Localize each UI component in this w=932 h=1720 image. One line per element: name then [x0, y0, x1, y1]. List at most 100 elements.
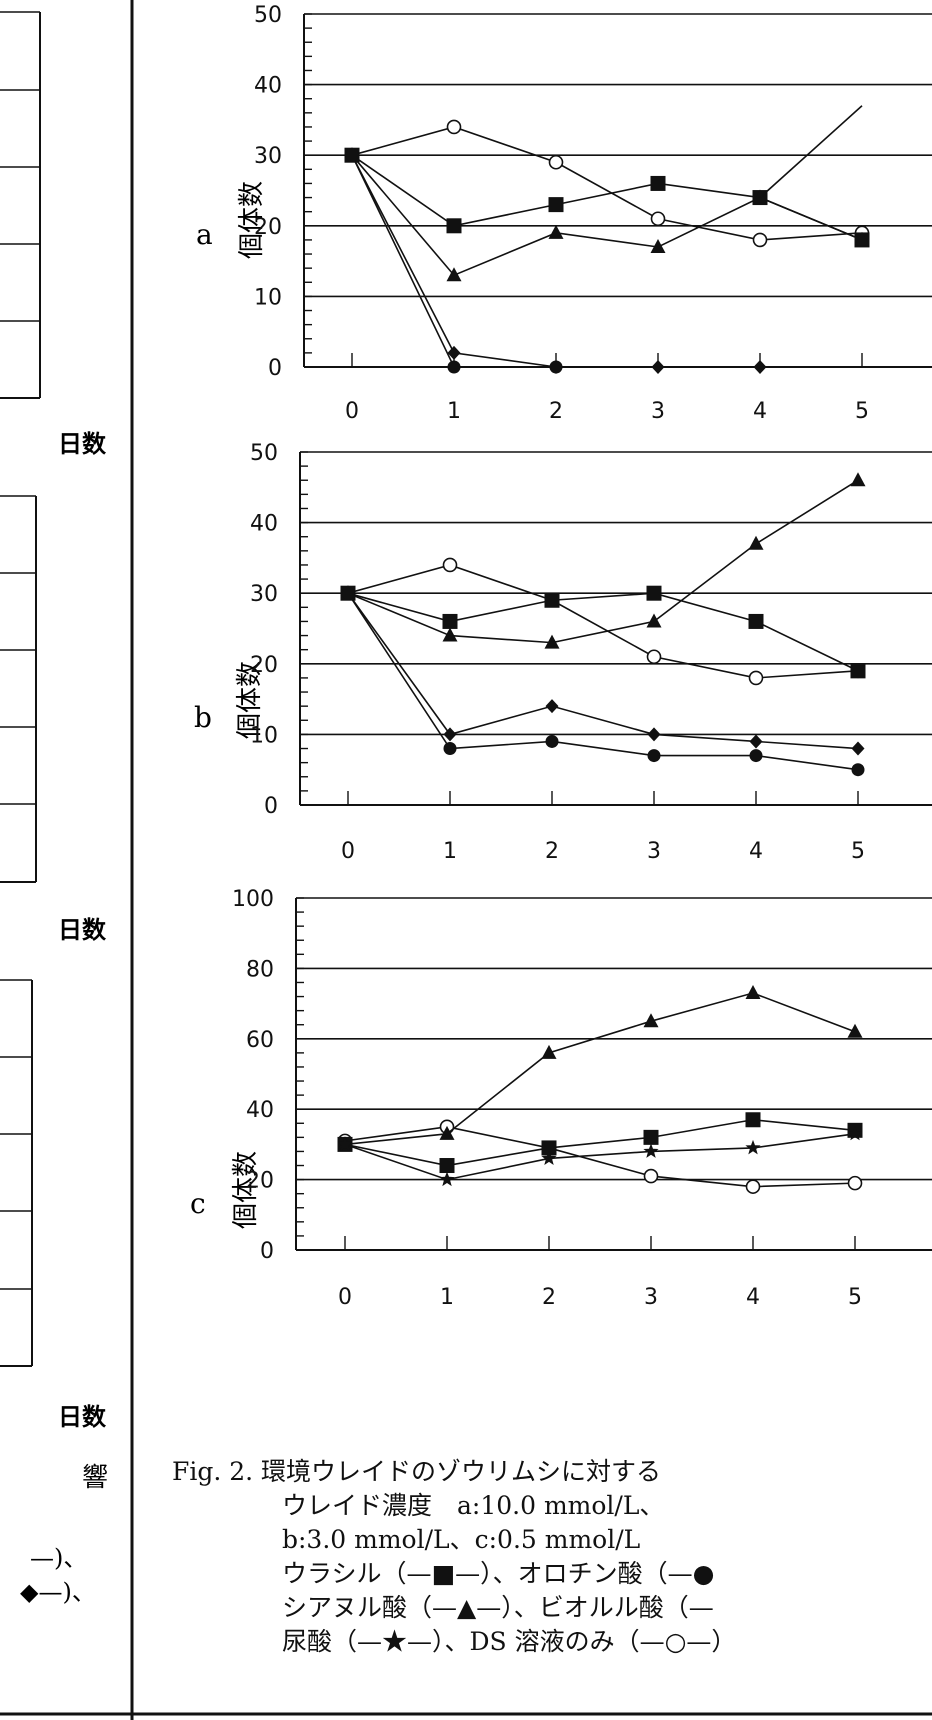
series-line	[351, 154, 863, 241]
data-point	[545, 699, 559, 714]
caption-line-3: b:3.0 mmol/L、c:0.5 mmol/L	[282, 1525, 641, 1554]
ylabel-b: 個体数	[235, 661, 265, 739]
series-circle-open	[344, 119, 870, 248]
x-tick-label: 0	[338, 1285, 352, 1310]
left-text-hibiki: 響	[82, 1463, 108, 1493]
data-point	[650, 211, 666, 227]
y-tick-label: 20	[254, 215, 282, 240]
data-point	[647, 749, 661, 763]
caption-line-4: ウラシル（—■—）、オロチン酸（—●	[282, 1559, 715, 1588]
data-point	[443, 727, 457, 742]
data-point	[446, 267, 462, 282]
data-point	[847, 1175, 863, 1191]
data-point	[745, 1179, 761, 1194]
data-point	[650, 238, 666, 253]
left-text-line2: ◆—)、	[20, 1578, 96, 1606]
series-triangle	[337, 985, 863, 1151]
caption-line-6: 尿酸（—★—）、DS 溶液のみ（—○—）	[282, 1627, 737, 1656]
series-line	[344, 992, 856, 1146]
data-point	[439, 1171, 455, 1187]
data-point	[850, 663, 866, 679]
y-tick-label: 50	[250, 441, 278, 466]
series-circle	[345, 148, 563, 374]
data-point	[748, 670, 764, 686]
data-point	[643, 1143, 659, 1158]
x-tick-label: 5	[848, 1285, 862, 1310]
data-point	[651, 360, 665, 374]
y-tick-label: 0	[264, 794, 278, 819]
x-tick-label: 2	[545, 839, 559, 864]
y-tick-label: 80	[246, 957, 274, 982]
data-point	[748, 535, 764, 550]
data-point	[446, 119, 462, 135]
data-point	[541, 1150, 557, 1165]
y-tick-label: 0	[260, 1239, 274, 1264]
x-tick-label: 2	[549, 399, 563, 424]
data-point	[647, 727, 661, 742]
y-tick-label: 10	[250, 723, 278, 748]
y-tick-label: 40	[254, 74, 282, 99]
x-tick-label: 3	[644, 1285, 658, 1310]
data-point	[447, 360, 461, 374]
chart-panel-c: c 個体数 0 20 40 60 80 100 0 1 2 3 4 5	[190, 887, 932, 1310]
data-point	[745, 1139, 761, 1155]
data-point	[548, 197, 564, 213]
series-none	[759, 105, 863, 199]
left-xlabel-2: 日数	[58, 916, 107, 944]
series-circle-open	[340, 557, 866, 686]
data-point	[752, 232, 768, 248]
series-star	[337, 1125, 863, 1187]
y-tick-label: 100	[232, 887, 274, 912]
data-point	[650, 175, 666, 191]
ylabel-a: 個体数	[237, 181, 267, 259]
y-tick-label: 0	[268, 356, 282, 381]
left-text-line1: —)、	[30, 1544, 87, 1572]
y-tick-label: 10	[254, 285, 282, 310]
data-point	[337, 1136, 353, 1151]
data-point	[643, 1013, 659, 1028]
x-tick-label: 0	[341, 839, 355, 864]
data-point	[439, 1158, 455, 1174]
data-point	[745, 1112, 761, 1128]
data-point	[442, 613, 458, 629]
series-square	[337, 1112, 863, 1174]
series-square	[344, 147, 870, 248]
left-xlabel-3: 日数	[58, 1403, 107, 1431]
data-point	[442, 627, 458, 642]
data-point	[548, 224, 564, 239]
data-point	[643, 1168, 659, 1184]
series-line	[351, 154, 760, 368]
data-point	[850, 472, 866, 487]
series-line	[347, 479, 859, 644]
x-tick-label: 1	[440, 1285, 454, 1310]
data-point	[439, 1125, 455, 1140]
series-circle-open	[337, 1119, 863, 1194]
panel-letter-a: a	[196, 218, 213, 251]
x-tick-label: 3	[647, 839, 661, 864]
panel-letter-c: c	[190, 1187, 206, 1220]
series-line	[347, 592, 859, 750]
data-point	[442, 557, 458, 573]
data-point	[545, 734, 559, 748]
data-point	[447, 345, 461, 360]
chart-panel-a: a 個体数 0 10 20 30 40 50 0 1 2 3 4 5	[196, 3, 932, 424]
data-point	[446, 218, 462, 234]
x-tick-label: 4	[749, 839, 763, 864]
series-line	[344, 1125, 856, 1188]
data-point	[544, 592, 560, 608]
data-point	[749, 734, 763, 749]
data-point	[549, 360, 563, 374]
y-tick-label: 30	[254, 144, 282, 169]
series-line	[347, 592, 859, 771]
left-column-fragment: 日数 日数 日数 響 —)、 ◆—)、	[0, 11, 108, 1606]
data-point	[847, 1125, 863, 1141]
data-point	[749, 749, 763, 763]
data-point	[851, 763, 865, 777]
caption-line-5: シアヌル酸（—▲—）、ビオルル酸（—	[282, 1593, 714, 1622]
x-tick-label: 1	[443, 839, 457, 864]
series-line	[347, 564, 859, 679]
x-tick-label: 4	[753, 399, 767, 424]
caption-line-1: Fig. 2. 環境ウレイドのゾウリムシに対する	[172, 1457, 662, 1486]
series-triangle	[344, 147, 870, 282]
